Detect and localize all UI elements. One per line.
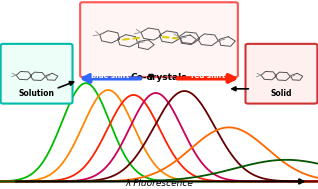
Text: λ Fluorescence: λ Fluorescence <box>125 179 193 188</box>
Text: Solid: Solid <box>271 89 292 98</box>
FancyBboxPatch shape <box>80 2 238 77</box>
Text: Solution: Solution <box>18 89 55 98</box>
Text: Co-crystals: Co-crystals <box>131 73 187 82</box>
FancyBboxPatch shape <box>245 44 317 104</box>
Text: blue shift: blue shift <box>91 73 129 79</box>
FancyBboxPatch shape <box>1 44 73 104</box>
Text: red shift: red shift <box>191 73 225 79</box>
